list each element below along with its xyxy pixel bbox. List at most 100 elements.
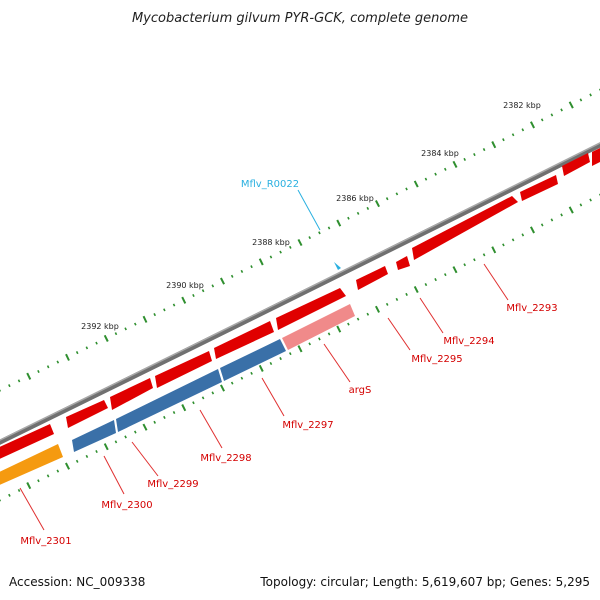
gene-label[interactable]: Mflv_2300 [101,500,152,511]
gene-block[interactable] [155,351,212,388]
scale-tick-major [297,238,303,247]
leader-line [323,343,351,383]
scale-tick-minor [502,243,505,247]
gene-block[interactable] [0,444,63,487]
scale-tick-minor [163,308,166,312]
scale-tick-minor [269,361,273,366]
scale-tick-minor [366,312,370,316]
scale-tick-minor [550,113,554,117]
scale-tick-minor [395,297,399,301]
gene-block[interactable] [0,424,54,461]
forward-strand-genes [0,148,600,461]
scale-tick-minor [521,233,525,237]
scale-tick-major [181,404,187,412]
scale-tick-major [530,226,535,234]
gene-block[interactable] [592,148,600,166]
gene-label[interactable]: argS [349,385,372,396]
gene-label[interactable]: Mflv_2294 [443,336,494,347]
gene-label[interactable]: Mflv_2299 [147,479,198,490]
scale-tick-major [568,206,574,214]
scale-tick-minor [308,236,312,240]
scale-tick-minor [443,273,447,277]
scale-tick-minor [279,250,282,254]
gene-label[interactable]: Mflv_2293 [506,303,557,314]
scale-tick-minor [124,435,127,439]
gene-block[interactable] [220,339,286,381]
scale-tick-minor [114,440,118,444]
tick-label: 2388 kbp [252,238,290,247]
gene-label[interactable]: Mflv_2301 [20,536,71,547]
scale-tick-minor [75,459,79,463]
scale-tick-major [375,200,380,208]
gene-block[interactable] [562,153,590,176]
scale-tick-minor [366,206,370,210]
scale-tick-minor [347,322,350,326]
scale-tick-minor [201,289,205,293]
gene-block[interactable] [396,256,410,270]
scale-tick-minor [133,322,137,326]
scale-tick-major [491,141,497,149]
scale-tick-minor [56,469,60,473]
scale-tick-minor [356,317,360,321]
scale-tick-major [568,101,574,109]
scale-tick-minor [443,167,447,171]
leader-line [483,263,509,301]
scale-tick-minor [163,415,166,419]
leader-line [297,189,321,231]
scale-tick-minor [8,384,11,388]
scale-tick-minor [385,197,389,201]
gene-block[interactable] [412,196,518,260]
gene-block[interactable] [520,175,558,201]
scale-tick-minor [395,192,399,196]
scale-tick-major [220,384,225,392]
scale-tick-minor [211,391,215,395]
gene-label[interactable]: Mflv_2297 [282,420,333,431]
gene-block[interactable] [110,378,153,410]
scale-tick-minor [560,213,563,217]
scale-tick-minor [405,187,408,191]
scale-tick-minor [46,365,50,369]
gene-label[interactable]: Mflv_2298 [200,453,251,464]
scale-tick-minor [463,263,467,267]
scale-tick-minor [327,226,331,230]
scale-tick-minor [95,341,98,345]
gene-block[interactable] [66,400,108,428]
accession-text: Accession: NC_009338 [9,575,145,589]
gene-block[interactable] [116,369,222,432]
scale-tick-minor [347,216,350,220]
scale-tick-minor [424,177,428,181]
scale-tick-minor [250,371,253,375]
scale-tick-minor [540,223,544,227]
scale-tick-minor [192,401,195,405]
scale-tick-major [181,296,187,304]
scale-tick-minor [133,430,137,434]
scale-tick-minor [211,284,215,288]
gene-block[interactable] [72,420,116,452]
scale-tick-minor [288,352,292,356]
scale-tick-major [336,325,342,333]
scale-tick-minor [124,327,127,331]
scale-tick-minor [473,258,476,262]
gene-label[interactable]: Mflv_2295 [411,354,462,365]
scale-tick-minor [172,411,176,415]
scale-tick-minor [230,381,234,385]
scale-tick-major [258,258,264,266]
scale-tick-minor [75,351,79,355]
scale-tick-major [336,219,342,227]
scale-tick-major [65,462,70,470]
scale-tick-minor [46,474,50,478]
gene-block[interactable] [214,321,274,359]
gene-label[interactable]: Mflv_R0022 [241,179,299,190]
scale-tick-minor [250,265,253,269]
scale-ring-inner [0,193,600,502]
scale-tick-major [452,266,458,274]
trna-marker[interactable] [334,262,341,270]
gene-block[interactable] [356,266,388,290]
scale-tick-minor [434,172,437,176]
gene-block[interactable] [276,288,346,330]
scale-tick-minor [288,245,292,249]
leader-line [387,317,411,351]
gene-block[interactable] [282,304,355,350]
